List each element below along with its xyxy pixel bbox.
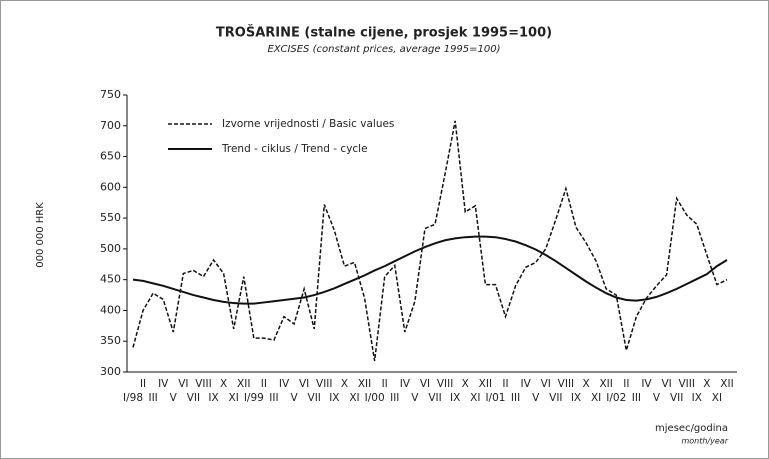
x-tick-label: IV	[641, 378, 652, 390]
x-tick-label: VI	[541, 378, 551, 390]
series-line	[132, 235, 728, 305]
y-tick-label: 600	[100, 180, 121, 193]
y-tick-label: 400	[100, 303, 121, 316]
x-tick-label: IX	[450, 392, 460, 404]
x-tick-label: I/01	[485, 392, 505, 404]
x-tick-label: VI	[299, 378, 309, 390]
x-tick-label: VI	[178, 378, 188, 390]
x-tick-label: IV	[521, 378, 532, 390]
x-tick-label: V	[411, 392, 419, 404]
y-tick-label: 650	[100, 150, 121, 163]
x-tick-label: XII	[720, 378, 733, 390]
x-tick-label: III	[269, 392, 278, 404]
x-axis-label: mjesec/godina	[655, 423, 728, 434]
x-tick-label: VIII	[437, 378, 453, 390]
x-tick-label: I/99	[244, 392, 264, 404]
x-tick-label: VIII	[678, 378, 694, 390]
x-tick-label: III	[632, 392, 641, 404]
x-tick-label: VII	[549, 392, 562, 404]
x-tick-label: XII	[479, 378, 492, 390]
chart-title: TROŠARINE (stalne cijene, prosjek 1995=1…	[216, 25, 552, 41]
x-tick-label: VI	[420, 378, 430, 390]
x-tick-label: IX	[571, 392, 581, 404]
x-tick-label: I/02	[606, 392, 626, 404]
x-tick-label: I/00	[365, 392, 385, 404]
x-tick-label: XI	[229, 392, 239, 404]
x-tick-label: III	[390, 392, 399, 404]
x-tick-label: IX	[329, 392, 339, 404]
y-tick-label: 350	[100, 334, 121, 347]
y-tick-label: 550	[100, 211, 121, 224]
x-tick-label: VII	[187, 392, 200, 404]
x-tick-label: X	[462, 378, 469, 390]
x-tick-label: III	[148, 392, 157, 404]
x-tick-label: IX	[692, 392, 702, 404]
x-tick-label: VII	[428, 392, 441, 404]
x-tick-label: VIII	[316, 378, 332, 390]
x-tick-label: IV	[400, 378, 411, 390]
x-tick-label: II	[140, 378, 146, 390]
x-tick-label: VIII	[558, 378, 574, 390]
x-tick-label: X	[582, 378, 589, 390]
x-tick-label: XI	[470, 392, 480, 404]
x-tick-label: VIII	[195, 378, 211, 390]
x-tick-label: II	[502, 378, 508, 390]
series-line	[132, 120, 728, 362]
x-tick-label: II	[261, 378, 267, 390]
x-tick-label: X	[220, 378, 227, 390]
x-tick-label: X	[703, 378, 710, 390]
chart-subtitle: EXCISES (constant prices, average 1995=1…	[267, 44, 500, 55]
x-tick-label: IV	[279, 378, 290, 390]
x-tick-label: VI	[661, 378, 671, 390]
x-tick-label: XI	[712, 392, 722, 404]
y-tick-label: 450	[100, 273, 121, 286]
x-tick-label: II	[623, 378, 629, 390]
y-tick-label: 700	[100, 119, 121, 132]
x-tick-label: XII	[599, 378, 612, 390]
y-axis-label: 000 000 HRK	[35, 202, 46, 268]
x-tick-label: II	[382, 378, 388, 390]
x-tick-label: V	[170, 392, 178, 404]
x-axis-label-en: month/year	[681, 437, 728, 446]
y-tick-label: 300	[100, 365, 121, 378]
x-tick-label: X	[341, 378, 348, 390]
x-tick-label: III	[511, 392, 520, 404]
x-tick-label: XII	[358, 378, 371, 390]
x-tick-label: I/98	[123, 392, 143, 404]
x-tick-label: XII	[237, 378, 250, 390]
x-tick-label: IV	[158, 378, 169, 390]
x-tick-label: VII	[670, 392, 683, 404]
y-tick-label: 500	[100, 242, 121, 255]
x-tick-label: V	[532, 392, 540, 404]
x-tick-label: V	[290, 392, 298, 404]
x-tick-label: IX	[208, 392, 218, 404]
x-tick-label: XI	[591, 392, 601, 404]
x-tick-label: VII	[308, 392, 321, 404]
y-tick-label: 750	[100, 88, 121, 101]
x-tick-label: V	[653, 392, 661, 404]
legend-label: Izvorne vrijednosti / Basic values	[222, 118, 394, 130]
x-tick-label: XI	[349, 392, 359, 404]
legend-label: Trend - ciklus / Trend - cycle	[221, 143, 368, 155]
